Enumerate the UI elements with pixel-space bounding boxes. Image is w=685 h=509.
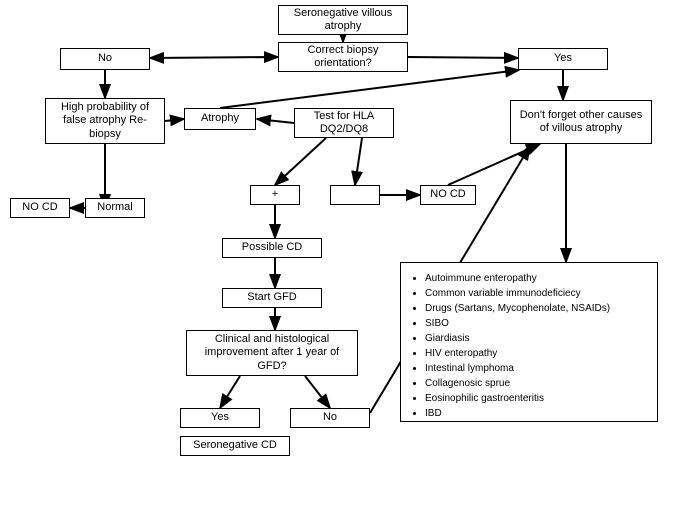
node-improvement: Clinical and histological improvement af… — [186, 330, 358, 376]
node-plus: + — [250, 185, 300, 205]
node-otherCauses: Don't forget other causes of villous atr… — [510, 100, 652, 144]
node-noCD2: NO CD — [420, 185, 476, 205]
node-falseAtrophy: High probability of false atrophy Re-bio… — [45, 98, 165, 144]
node-normal: Normal — [85, 198, 145, 218]
node-possibleCD: Possible CD — [222, 238, 322, 258]
node-startGFD: Start GFD — [222, 288, 322, 308]
node-yes2: Yes — [180, 408, 260, 428]
node-biopsy: Correct biopsy orientation? — [278, 42, 408, 72]
node-testHLA: Test for HLA DQ2/DQ8 — [294, 108, 394, 138]
other-causes-list: Autoimmune enteropathyCommon variable im… — [400, 262, 658, 422]
node-seronegCD: Seronegative CD — [180, 436, 290, 456]
node-blank — [330, 185, 380, 205]
node-no2: No — [290, 408, 370, 428]
node-yes: Yes — [518, 48, 608, 70]
node-title: Seronegative villous atrophy — [278, 5, 408, 35]
node-noCD1: NO CD — [10, 198, 70, 218]
node-atrophy: Atrophy — [184, 108, 256, 130]
node-no: No — [60, 48, 150, 70]
